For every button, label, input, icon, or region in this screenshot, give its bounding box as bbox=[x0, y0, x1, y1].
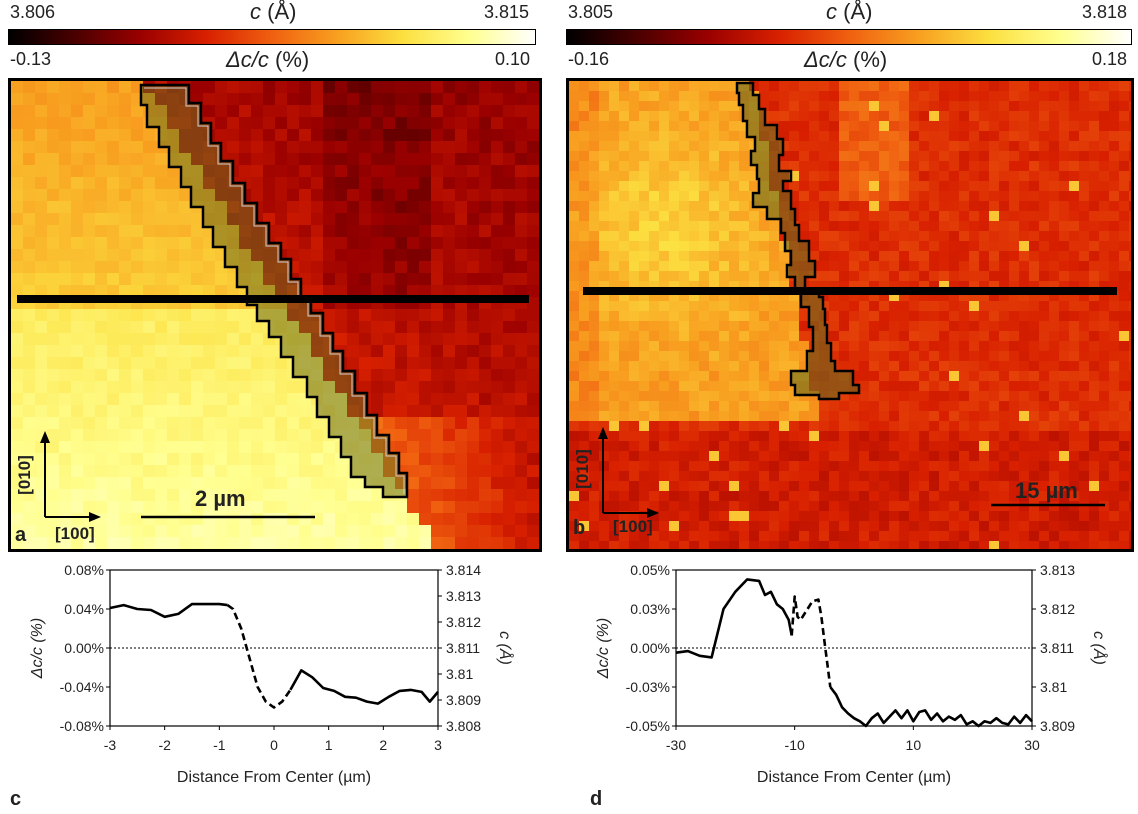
scale-bar-label-a: 2 µm bbox=[195, 486, 246, 511]
y-tick-label-left: 0.08% bbox=[64, 562, 104, 578]
arrow-up-icon bbox=[598, 427, 608, 439]
x-tick-label: 10 bbox=[906, 737, 922, 753]
y-tick-label-right: 3.814 bbox=[446, 562, 481, 578]
axis-label-010-a: [010] bbox=[14, 455, 34, 495]
y-axis-title-right: c (Å) bbox=[1090, 631, 1109, 665]
strain-map-a-svg bbox=[11, 81, 539, 549]
series-line-solid bbox=[675, 578, 793, 659]
series-line-solid bbox=[109, 602, 228, 619]
strain-map-a: a [010] [100] 2 µm bbox=[8, 78, 542, 552]
map-b-pixels bbox=[569, 81, 1131, 549]
y-tick-label-left: -0.04% bbox=[60, 679, 104, 695]
y-tick-label-right: 3.812 bbox=[1040, 601, 1075, 617]
arrow-right-icon bbox=[647, 508, 659, 518]
y-tick-label-left: -0.03% bbox=[626, 679, 670, 695]
y-axis-title-left: Δc/c (%) bbox=[595, 618, 612, 680]
x-tick-label: 0 bbox=[270, 737, 278, 753]
series-line-solid bbox=[289, 669, 439, 705]
axis-label-100-b: [100] bbox=[613, 517, 653, 536]
panel-letter-c: c bbox=[10, 788, 22, 810]
colorbar-b-gradient bbox=[566, 29, 1132, 45]
chart-d-body: 0.05% 0.03% 0.00% -0.03% -0.05% 3.813 3.812 3.8… bbox=[595, 562, 1109, 786]
axis-label-010-b: [010] bbox=[572, 449, 592, 489]
series-line-solid bbox=[829, 686, 1033, 728]
arrow-right-icon bbox=[89, 512, 101, 522]
colorbar-b-title: c (Å) bbox=[826, 0, 873, 24]
scale-bar-label-b: 15 µm bbox=[1015, 478, 1078, 503]
x-tick-label: -30 bbox=[666, 737, 686, 753]
colorbar-b-c-min: 3.805 bbox=[568, 2, 614, 22]
x-tick-label: 2 bbox=[379, 737, 387, 753]
y-axis-title-right: c (Å) bbox=[496, 631, 515, 665]
x-tick-label: -3 bbox=[104, 737, 117, 753]
y-tick-label-right: 3.811 bbox=[1040, 640, 1074, 656]
y-tick-label-right: 3.809 bbox=[1040, 718, 1075, 734]
y-tick-label-left: -0.08% bbox=[60, 718, 104, 734]
chart-c-body: 0.08%0.04%0.00%-0.04%-0.08%3.8143.8133.8… bbox=[29, 562, 515, 786]
y-tick-label-right: 3.809 bbox=[446, 692, 481, 708]
strain-map-b: b [010] [100] 15 µm bbox=[566, 78, 1134, 552]
y-tick-label-right: 3.812 bbox=[446, 614, 481, 630]
colorbar-a-gradient bbox=[8, 29, 536, 45]
colorbar-b-d-min: -0.16 bbox=[568, 49, 610, 69]
y-axis-title-left: Δc/c (%) bbox=[29, 618, 46, 680]
axis-label-100-a: [100] bbox=[55, 524, 95, 543]
line-profile-marker-b bbox=[583, 287, 1117, 295]
y-tick-label-right: 3.808 bbox=[446, 718, 481, 734]
panel-letter-b: b bbox=[573, 517, 586, 539]
y-tick-label-left: 0.03% bbox=[630, 601, 670, 617]
grain-boundary-region-b bbox=[735, 81, 861, 401]
y-tick-label-right: 3.81 bbox=[1040, 679, 1067, 695]
colorbar-a-delta-label: Δc/c (%) bbox=[226, 47, 310, 72]
x-axis-title: Distance From Center (µm) bbox=[757, 769, 951, 786]
y-tick-label-right: 3.813 bbox=[446, 588, 481, 604]
colorbar-a-c-max: 3.815 bbox=[484, 2, 530, 22]
grain-boundary-highlight-a bbox=[144, 87, 405, 494]
x-tick-label: -1 bbox=[213, 737, 226, 753]
grain-boundary-region-a bbox=[139, 83, 409, 499]
y-tick-label-right: 3.813 bbox=[1040, 562, 1075, 578]
strain-map-b-svg bbox=[569, 81, 1131, 549]
colorbar-b-c-max: 3.818 bbox=[1082, 2, 1128, 22]
colorbar-a-c-min: 3.806 bbox=[10, 2, 56, 22]
x-tick-label: 30 bbox=[1024, 737, 1040, 753]
panel-letter-a: a bbox=[15, 524, 27, 546]
y-tick-label-left: 0.05% bbox=[630, 562, 670, 578]
panel-letter-d: d bbox=[590, 788, 603, 810]
line-profile-chart-c: 0.08%0.04%0.00%-0.04%-0.08%3.8143.8133.8… bbox=[29, 562, 515, 786]
y-tick-label-left: 0.00% bbox=[630, 640, 670, 656]
line-profile-marker-a bbox=[17, 295, 529, 303]
y-tick-label-right: 3.81 bbox=[446, 666, 473, 682]
colorbar-a-d-min: -0.13 bbox=[10, 49, 52, 69]
x-tick-label: -2 bbox=[158, 737, 171, 753]
colorbar-a-title: c (Å) bbox=[250, 0, 297, 24]
colorbar-b-d-max: 0.18 bbox=[1092, 49, 1128, 69]
y-tick-label-left: 0.04% bbox=[64, 601, 104, 617]
x-tick-label: 3 bbox=[434, 737, 442, 753]
x-axis-title: Distance From Center (µm) bbox=[177, 769, 371, 786]
y-tick-label-left: 0.00% bbox=[64, 640, 104, 656]
arrow-up-icon bbox=[40, 431, 50, 443]
colorbar-a-d-max: 0.10 bbox=[495, 49, 531, 69]
series-line-dashed bbox=[226, 604, 292, 709]
y-tick-label-right: 3.811 bbox=[446, 640, 480, 656]
x-tick-label: 1 bbox=[325, 737, 333, 753]
series-line-dashed bbox=[790, 595, 832, 688]
y-tick-label-left: -0.05% bbox=[626, 718, 670, 734]
line-profile-chart-d: 0.05% 0.03% 0.00% -0.03% -0.05% 3.813 3.812 3.8… bbox=[595, 562, 1109, 786]
colorbar-b-delta-label: Δc/c (%) bbox=[804, 47, 888, 72]
x-tick-label: -10 bbox=[785, 737, 805, 753]
